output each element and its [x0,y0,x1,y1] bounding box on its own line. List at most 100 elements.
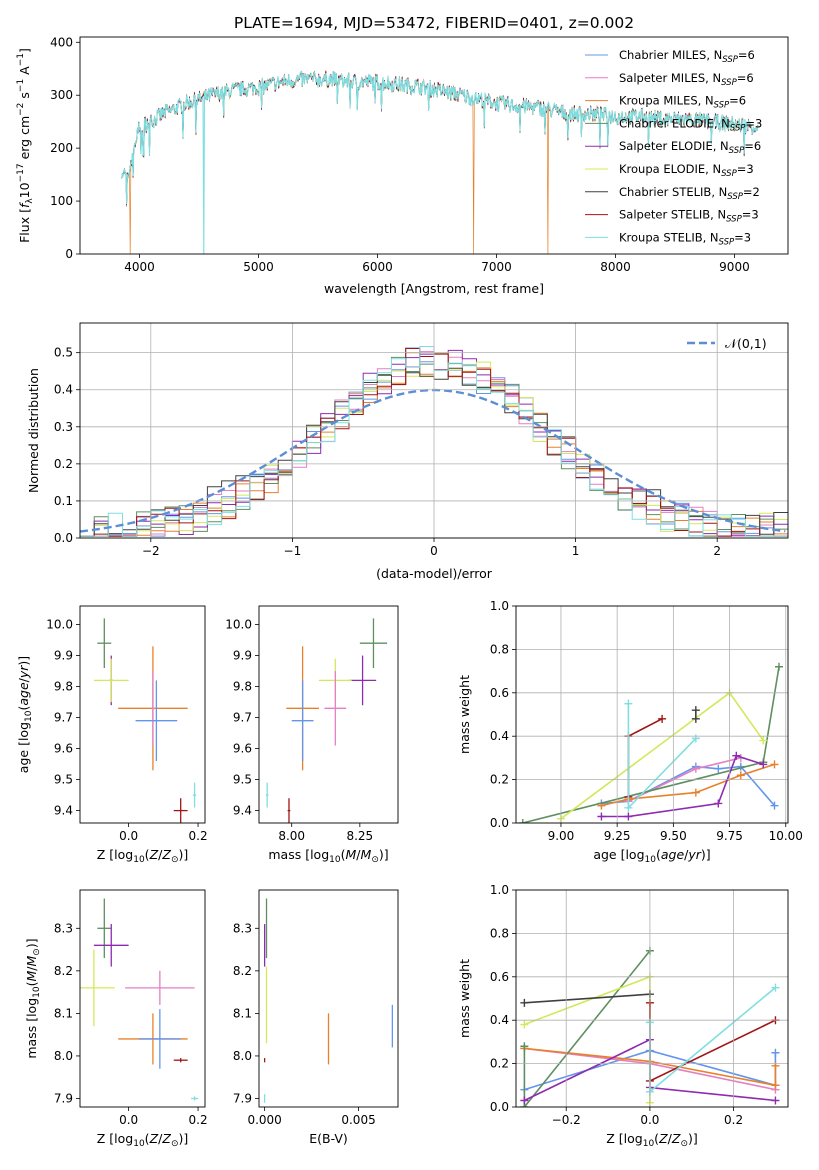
series-point-km [691,788,700,797]
y-axis-label: age [log10(age/yr)] [16,656,34,773]
y-tick-label: 7.9 [233,1091,252,1105]
series-point-ke [520,1020,529,1029]
x-tick-label: 0.0 [119,829,138,843]
y-tick-label: 8.0 [233,1049,252,1063]
y-tick-label: 0.4 [54,383,73,397]
series-point-km [771,1061,780,1070]
y-tick-label: 400 [50,35,73,49]
ebv_mass-plot-area [263,898,394,1103]
errorbar-point-ke [93,658,129,703]
panel-z_weight: −0.2 0.0 0.2 0.0 0.2 0.4 0.6 0.8 1.0 Z [log10(Z/Z… [457,883,789,1149]
mass_age-plot-area [265,618,388,823]
series-point-km [771,1081,780,1090]
y-tick-label: 0.1 [54,494,73,508]
x-tick-label: 9.75 [716,829,743,843]
series-point-km [770,760,779,769]
series-point-ss [658,714,667,723]
x-tick-label: 0.2 [189,1113,208,1127]
y-tick-label: 0 [65,247,73,261]
y-tick-label: 9.7 [54,711,73,725]
series-point-cs [520,998,529,1007]
y-tick-label: 8.2 [54,964,73,978]
errorbar-point-ks [265,782,269,808]
y-tick-label: 100 [50,194,73,208]
x-tick-label: 5000 [243,260,274,274]
legend-label-ks: Kroupa STELIB, NSSP=3 [619,230,751,247]
series-line-ss [649,1002,776,1083]
y-tick-label: 9.9 [233,649,252,663]
x-tick-label: 2 [713,544,721,558]
y-axis-label: Normed distribution [26,368,41,493]
series-point-cs [691,706,700,715]
series-point-se [624,812,633,821]
axes-frame [79,322,789,539]
y-tick-label: 1.0 [490,599,509,613]
y-tick-label: 0.0 [54,531,73,545]
x-axis-label: Z [log10(Z/Z⊙)] [97,847,189,865]
axes-frame [515,605,789,824]
y-axis-label: mass weight [457,675,472,754]
x-tick-label: 0.2 [724,1113,743,1127]
errorbar-point-ce [97,898,112,959]
panel-mass_age: 8.00 8.25 9.4 9.5 9.6 9.7 9.8 9.9 10.0 mass [log1… [225,605,399,865]
panel-z_age: 0.0 0.2 9.4 9.5 9.6 9.7 9.8 9.9 10.0 Z [log10(Z/Z… [16,605,208,865]
panel-spectrum: 4000 5000 6000 7000 8000 9000 0 100 200 300 400 wav… [16,35,789,296]
series-point-cm [770,801,779,810]
y-tick-label: 1.0 [490,883,509,897]
legend-label-cs: Chabrier STELIB, NSSP=2 [619,185,760,202]
series-point-ks [691,734,700,743]
panel-residuals: −2 −1 0 1 2 0.0 0.1 0.2 0.3 0.4 0.5 𝒩(0,1) (data-mod… [26,322,789,581]
series-point-ce [775,662,784,671]
y-tick-label: 0.6 [490,970,509,984]
y-tick-label: 9.4 [233,804,252,818]
y-tick-label: 9.4 [54,804,73,818]
y-tick-label: 8.0 [54,1049,73,1063]
series-point-se [771,1096,780,1105]
y-tick-label: 9.7 [233,711,252,725]
y-tick-label: 0.8 [490,926,509,940]
y-axis-label: mass weight [457,959,472,1038]
y-tick-label: 0.8 [490,642,509,656]
series-point-km [736,771,745,780]
y-tick-label: 0.6 [490,686,509,700]
x-axis-label: (data-model)/error [376,566,493,581]
series-point-ce [520,1042,529,1051]
axes-frame [79,605,206,824]
spectrum-line-ks [121,70,759,254]
x-tick-label: 9000 [719,260,750,274]
y-tick-label: 0.4 [490,729,509,743]
x-tick-label: −2 [142,544,160,558]
errorbar-point-cm [139,1009,181,1069]
errorbar-point-se [348,655,377,706]
y-tick-label: 8.3 [233,921,252,935]
series-point-ks [624,803,633,812]
y-tick-label: 0.4 [490,1013,509,1027]
axes-frame [515,889,789,1108]
errorbar-point-ss [173,1058,188,1063]
y-tick-label: 8.1 [54,1006,73,1020]
z_age-plot-area [93,618,197,823]
y-tick-label: 0.0 [490,1100,509,1114]
series-point-cs [691,714,700,723]
y-tick-label: 9.9 [54,649,73,663]
y-axis-label: Flux [fλ10−17 erg cm−2 s−1 A−1] [16,48,35,243]
y-tick-label: 8.1 [233,1006,252,1020]
y-tick-label: 10.0 [225,618,252,632]
errorbar-point-ks [191,1096,199,1101]
axes-frame [79,36,789,255]
errorbar-point-ss [287,798,291,823]
y-tick-label: 0.0 [490,816,509,830]
y-tick-label: 9.5 [233,773,252,787]
y-tick-label: 9.6 [54,742,73,756]
series-line-cs [524,993,650,1004]
y-tick-label: 9.8 [54,680,73,694]
errorbar-point-ce [359,618,388,668]
x-tick-label: 9.00 [548,829,575,843]
series-line-ce [523,950,651,1107]
legend-label-ss: Salpeter STELIB, NSSP=3 [619,208,759,225]
x-axis-label: Z [log10(Z/Z⊙)] [97,1131,189,1149]
y-tick-label: 0.2 [490,773,509,787]
series-point-ce [518,819,527,823]
x-tick-label: 8.00 [278,829,305,843]
